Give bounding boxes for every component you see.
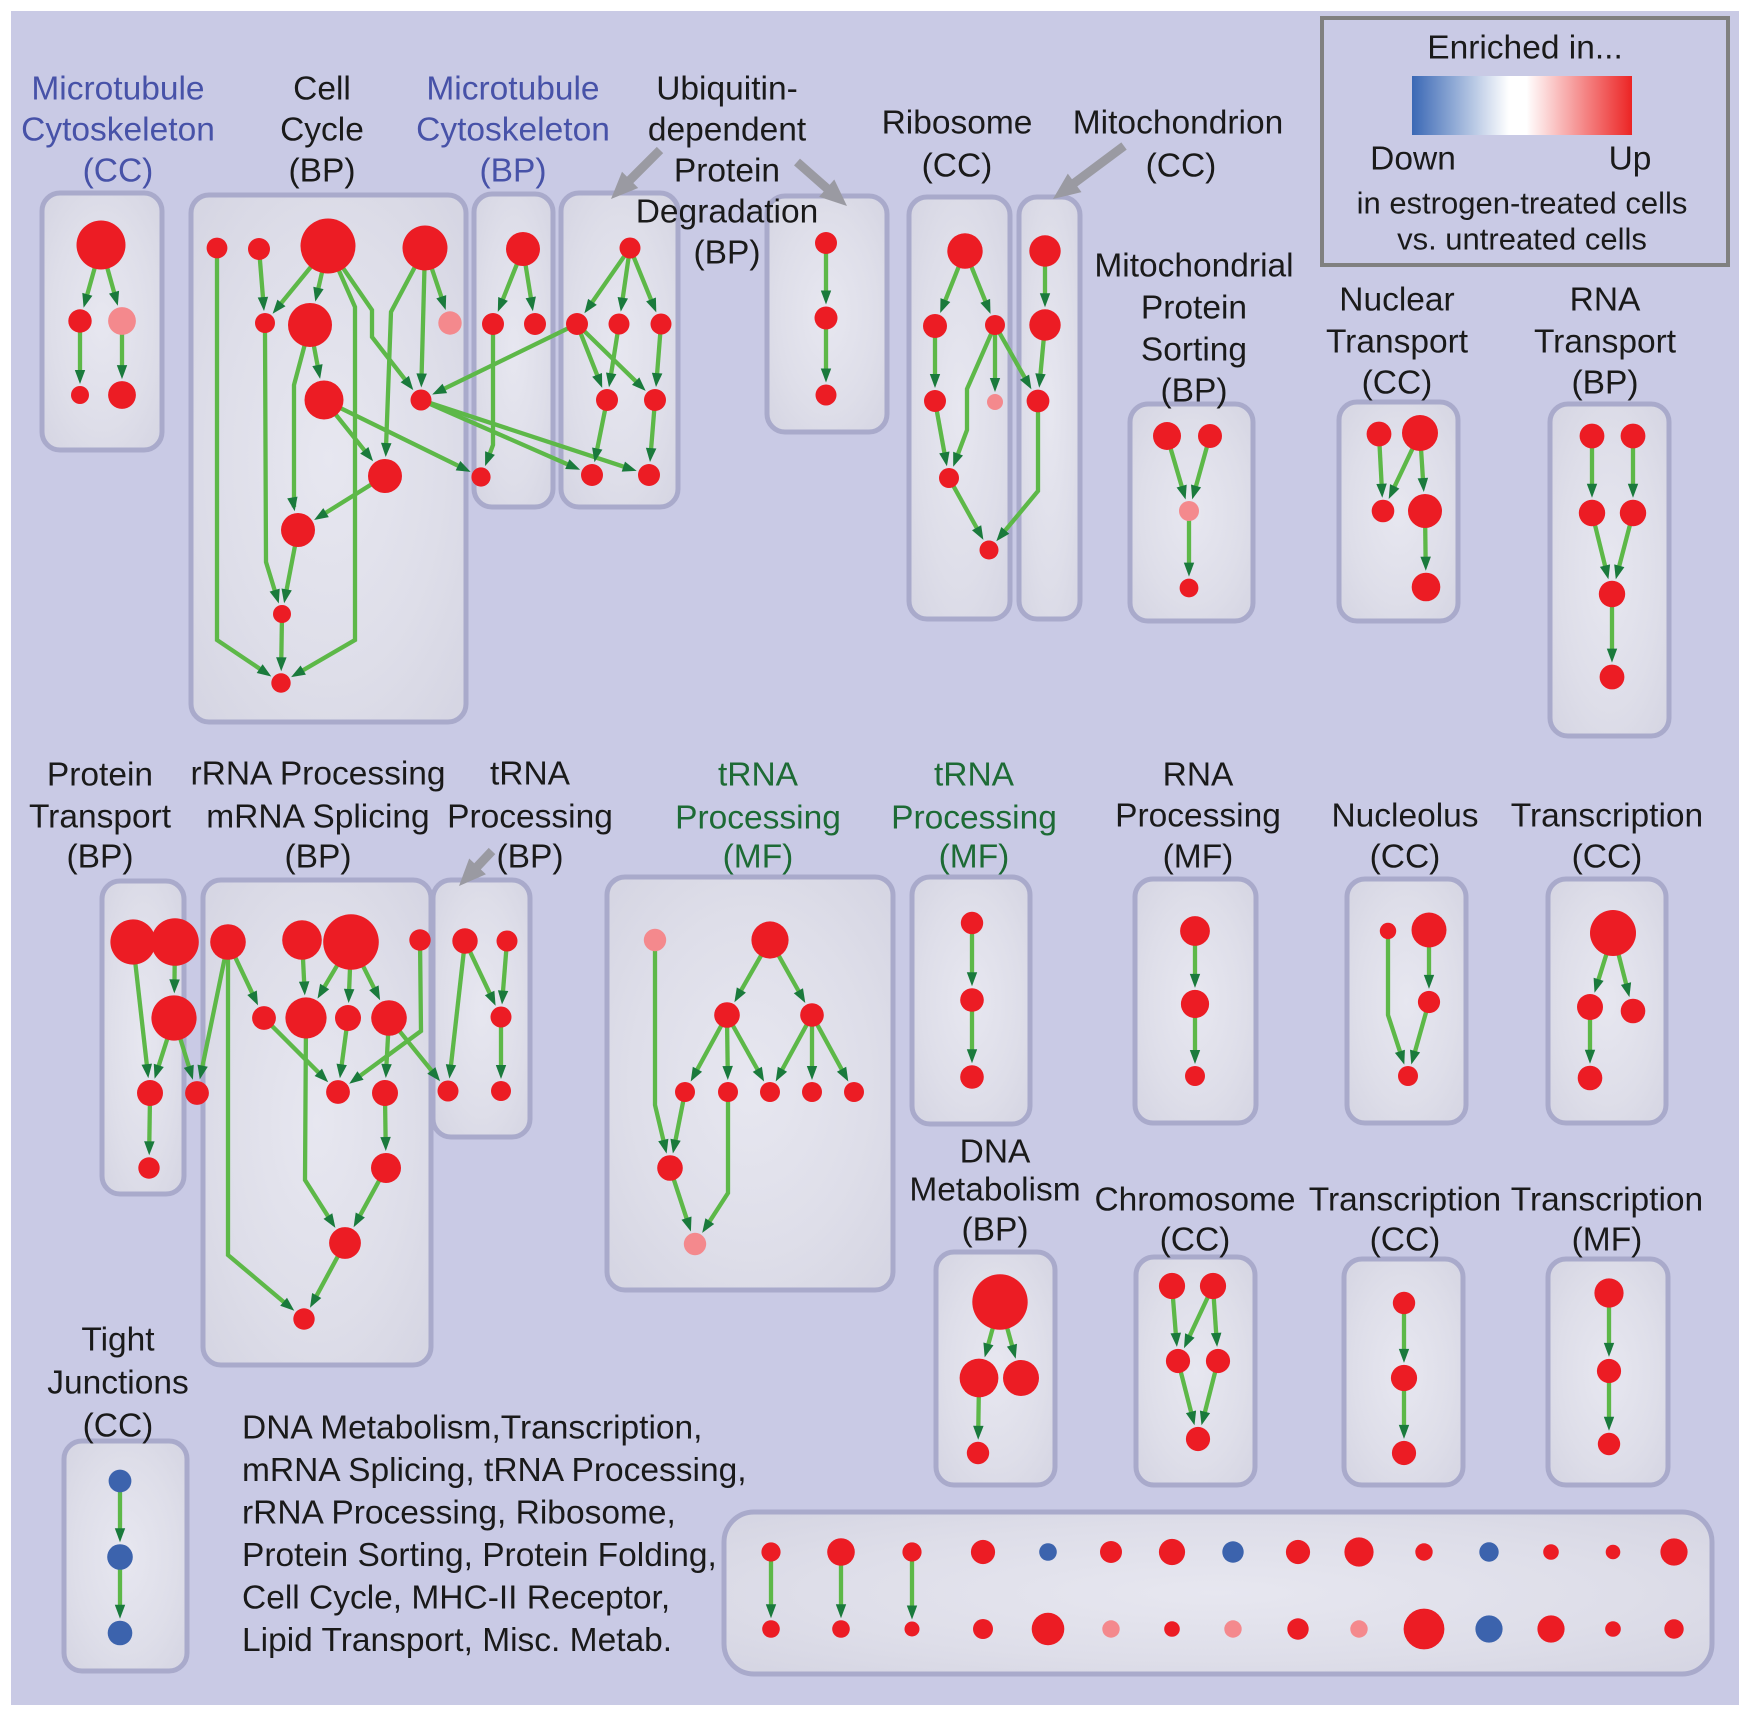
svg-text:(BP): (BP)	[285, 839, 352, 876]
svg-text:Metabolism: Metabolism	[909, 1172, 1080, 1209]
svg-text:(BP): (BP)	[1161, 373, 1228, 410]
svg-text:(CC): (CC)	[83, 153, 154, 190]
svg-text:(CC): (CC)	[1362, 365, 1433, 402]
svg-text:Transcription: Transcription	[1511, 798, 1703, 835]
svg-text:dependent: dependent	[648, 112, 807, 149]
svg-text:(BP): (BP)	[67, 839, 134, 876]
svg-text:(MF): (MF)	[723, 839, 794, 876]
svg-text:DNA Metabolism,Transcription,: DNA Metabolism,Transcription,	[242, 1410, 702, 1447]
svg-text:Processing: Processing	[447, 799, 613, 836]
svg-text:mRNA Splicing, tRNA Processing: mRNA Splicing, tRNA Processing,	[242, 1452, 747, 1489]
svg-text:Mitochondrion: Mitochondrion	[1073, 105, 1283, 142]
svg-text:(CC): (CC)	[922, 148, 993, 185]
svg-text:Down: Down	[1370, 141, 1456, 178]
svg-text:(CC): (CC)	[83, 1408, 154, 1445]
svg-text:vs. untreated cells: vs. untreated cells	[1397, 222, 1647, 257]
svg-text:Sorting: Sorting	[1141, 332, 1247, 369]
svg-text:Tight: Tight	[81, 1322, 155, 1359]
svg-text:Transport: Transport	[29, 799, 172, 836]
svg-text:Degradation: Degradation	[636, 194, 819, 231]
svg-text:tRNA: tRNA	[718, 757, 799, 794]
svg-text:in estrogen-treated cells: in estrogen-treated cells	[1357, 186, 1688, 221]
svg-text:rRNA Processing, Ribosome,: rRNA Processing, Ribosome,	[242, 1495, 676, 1532]
svg-text:Transport: Transport	[1326, 324, 1469, 361]
svg-text:(BP): (BP)	[694, 235, 761, 272]
svg-text:Protein: Protein	[47, 757, 153, 794]
svg-text:Lipid Transport, Misc. Metab.: Lipid Transport, Misc. Metab.	[242, 1622, 672, 1659]
svg-text:Ribosome: Ribosome	[882, 105, 1033, 142]
svg-text:RNA: RNA	[1163, 757, 1234, 794]
svg-text:RNA: RNA	[1570, 282, 1641, 319]
svg-text:(BP): (BP)	[480, 153, 547, 190]
svg-text:(CC): (CC)	[1146, 148, 1217, 185]
svg-text:mRNA Splicing: mRNA Splicing	[206, 799, 429, 836]
svg-text:Nuclear: Nuclear	[1339, 282, 1454, 319]
svg-text:(CC): (CC)	[1370, 1222, 1441, 1259]
svg-text:Processing: Processing	[1115, 798, 1281, 835]
svg-text:Transcription: Transcription	[1309, 1182, 1501, 1219]
svg-text:Nucleolus: Nucleolus	[1331, 798, 1478, 835]
svg-text:Junctions: Junctions	[47, 1365, 189, 1402]
svg-text:Protein: Protein	[1141, 290, 1247, 327]
svg-text:(MF): (MF)	[939, 839, 1010, 876]
svg-text:DNA: DNA	[960, 1134, 1031, 1171]
svg-text:Ubiquitin-: Ubiquitin-	[656, 71, 798, 108]
svg-text:Cell Cycle, MHC-II Receptor,: Cell Cycle, MHC-II Receptor,	[242, 1580, 670, 1617]
svg-text:Transcription: Transcription	[1511, 1182, 1703, 1219]
svg-text:(BP): (BP)	[1572, 365, 1639, 402]
svg-text:Mitochondrial: Mitochondrial	[1094, 248, 1293, 285]
svg-text:Microtubule: Microtubule	[426, 71, 599, 108]
svg-text:(CC): (CC)	[1572, 839, 1643, 876]
svg-text:Transport: Transport	[1534, 324, 1677, 361]
svg-text:Chromosome: Chromosome	[1094, 1182, 1295, 1219]
svg-text:(CC): (CC)	[1370, 839, 1441, 876]
svg-text:rRNA Processing: rRNA Processing	[190, 756, 445, 793]
svg-text:(BP): (BP)	[289, 153, 356, 190]
svg-text:Protein Sorting, Protein Foldi: Protein Sorting, Protein Folding,	[242, 1537, 717, 1574]
svg-text:Cycle: Cycle	[280, 112, 364, 149]
svg-text:Cytoskeleton: Cytoskeleton	[21, 112, 215, 149]
svg-text:Processing: Processing	[891, 800, 1057, 837]
svg-text:Protein: Protein	[674, 153, 780, 190]
svg-text:(BP): (BP)	[962, 1212, 1029, 1249]
svg-text:tRNA: tRNA	[934, 757, 1015, 794]
svg-text:(MF): (MF)	[1572, 1222, 1643, 1259]
svg-text:Processing: Processing	[675, 800, 841, 837]
svg-text:tRNA: tRNA	[490, 756, 571, 793]
svg-text:Cytoskeleton: Cytoskeleton	[416, 112, 610, 149]
svg-text:(CC): (CC)	[1160, 1222, 1231, 1259]
svg-text:(MF): (MF)	[1163, 839, 1234, 876]
svg-text:Up: Up	[1609, 141, 1652, 178]
svg-text:Microtubule: Microtubule	[31, 71, 204, 108]
svg-text:Cell: Cell	[293, 71, 351, 108]
svg-text:(BP): (BP)	[497, 839, 564, 876]
svg-text:Enriched in...: Enriched in...	[1427, 30, 1623, 67]
